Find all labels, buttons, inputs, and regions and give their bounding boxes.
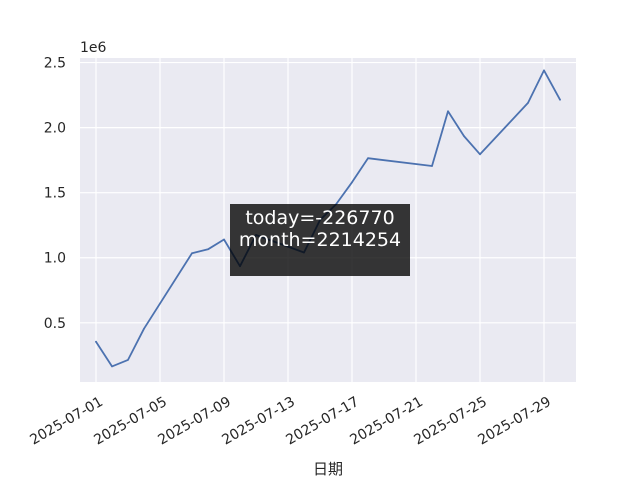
x-tick-labels: 2025-07-012025-07-052025-07-092025-07-13… xyxy=(27,394,553,449)
data-point xyxy=(367,157,369,159)
y-tick-label: 2.0 xyxy=(44,121,66,137)
data-point xyxy=(95,340,97,343)
x-axis-label: 日期 xyxy=(313,460,343,478)
y-tick-labels: 0.5 1.0 1.5 2.0 2.5 xyxy=(44,56,66,332)
data-point xyxy=(127,359,129,361)
data-point xyxy=(223,238,225,241)
annotation-box: today=-226770 month=2214254 xyxy=(230,204,410,276)
y-tick-label: 1.5 xyxy=(44,186,66,202)
annotation-line-today: today=-226770 xyxy=(245,207,394,229)
data-point xyxy=(479,153,481,156)
data-point xyxy=(543,69,545,72)
y-offset-label: 1e6 xyxy=(80,40,107,56)
x-tick-label: 2025-07-29 xyxy=(475,394,553,449)
data-point xyxy=(191,252,193,254)
data-point xyxy=(527,102,529,104)
data-point xyxy=(111,365,113,368)
x-gridlines xyxy=(95,58,545,382)
data-point xyxy=(431,165,433,167)
data-point xyxy=(143,327,145,330)
annotation-background xyxy=(230,204,410,276)
data-point xyxy=(351,181,353,184)
data-point xyxy=(207,248,209,251)
data-point xyxy=(559,98,561,101)
y-tick-label: 2.5 xyxy=(44,56,66,72)
data-point xyxy=(463,135,465,137)
y-tick-label: 0.5 xyxy=(44,316,66,332)
annotation-line-month: month=2214254 xyxy=(239,229,401,251)
y-tick-label: 1.0 xyxy=(44,251,66,267)
data-point xyxy=(447,110,449,113)
